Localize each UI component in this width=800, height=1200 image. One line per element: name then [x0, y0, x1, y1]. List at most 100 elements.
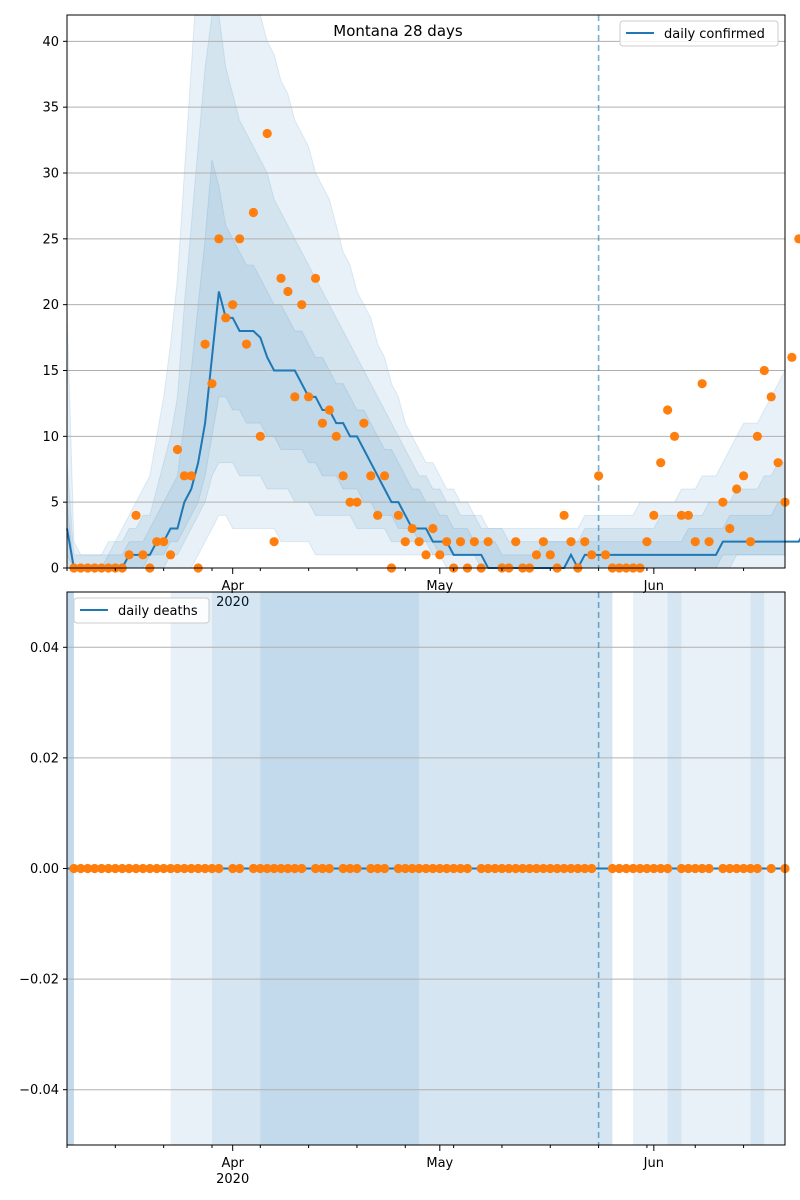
observed-confirmed-point [738, 471, 749, 481]
observed-deaths-point [145, 863, 155, 874]
observed-deaths-point [186, 863, 196, 874]
deaths-legend-box [73, 597, 210, 624]
observed-deaths-point [228, 863, 238, 874]
observed-deaths-point [172, 863, 183, 874]
y-tick-label: −0.02 [19, 973, 59, 988]
observed-deaths-point [90, 863, 100, 874]
observed-deaths-point [262, 863, 272, 874]
observed-deaths-point [269, 863, 279, 874]
observed-confirmed-point [469, 537, 479, 547]
observed-deaths-point [718, 863, 728, 874]
observed-deaths-point [483, 863, 493, 874]
observed-deaths-point [103, 863, 114, 874]
observed-deaths-point [649, 863, 659, 874]
observed-deaths-point [704, 863, 714, 874]
observed-confirmed-point [131, 510, 141, 520]
observed-deaths-point [455, 863, 466, 874]
observed-deaths-point [338, 863, 348, 874]
observed-deaths-point [511, 863, 521, 874]
observed-confirmed-point [511, 537, 521, 547]
observed-confirmed-point [421, 550, 431, 560]
observed-confirmed-point [669, 431, 680, 441]
y-tick-label: 35 [42, 101, 59, 116]
observed-confirmed-point [338, 471, 348, 481]
observed-deaths-point [683, 863, 693, 874]
observed-confirmed-point [373, 510, 383, 520]
observed-deaths-point [531, 863, 542, 874]
x-tick-label: May [426, 1156, 453, 1171]
observed-confirmed-point [221, 313, 231, 323]
observed-deaths-point [379, 863, 390, 874]
observed-confirmed-point [379, 471, 390, 481]
confirmed-legend: daily confirmed [619, 20, 779, 47]
x-tick-label: Jun [643, 1156, 664, 1171]
observed-deaths-point [124, 863, 134, 874]
observed-deaths-point [276, 863, 286, 874]
observed-deaths-point [131, 863, 141, 874]
observed-confirmed-point [200, 339, 210, 349]
observed-deaths-point [766, 863, 776, 874]
observed-confirmed-point [787, 352, 797, 362]
y-tick-label: 0.00 [30, 862, 59, 877]
y-tick-label: 0.02 [30, 751, 59, 766]
observed-deaths-point [524, 863, 535, 874]
observed-confirmed-point [759, 365, 769, 376]
observed-confirmed-point [697, 379, 707, 389]
x-tick-sublabel: 2020 [216, 1172, 249, 1187]
observed-confirmed-point [718, 497, 728, 507]
observed-deaths-point [476, 863, 486, 874]
observed-confirmed-point [642, 537, 652, 547]
observed-deaths-point [138, 863, 148, 874]
observed-deaths-point [745, 863, 756, 874]
y-tick-label: 20 [42, 298, 59, 313]
observed-confirmed-point [345, 497, 355, 507]
observed-deaths-point [110, 863, 120, 874]
observed-deaths-point [635, 863, 645, 874]
observed-deaths-point [159, 863, 169, 874]
x-tick-label: Apr [221, 1156, 244, 1171]
observed-confirmed-point [331, 431, 341, 441]
observed-confirmed-point [359, 418, 369, 428]
observed-confirmed-point [276, 273, 286, 283]
observed-deaths-point [310, 863, 321, 874]
observed-deaths-point [83, 863, 93, 874]
confirmed-legend-label: daily confirmed [664, 27, 765, 42]
observed-deaths-point [607, 863, 618, 874]
observed-deaths-point [552, 863, 562, 874]
y-tick-label: 0 [51, 562, 59, 577]
observed-confirmed-point [683, 510, 693, 520]
observed-confirmed-point [290, 392, 300, 402]
observed-confirmed-point [594, 471, 604, 481]
observed-confirmed-point [428, 523, 438, 534]
y-tick-label: 5 [51, 496, 59, 511]
observed-confirmed-point [124, 550, 134, 560]
observed-deaths-point [393, 863, 403, 874]
observed-deaths-point [573, 863, 583, 874]
observed-deaths-point [407, 863, 417, 874]
observed-confirmed-point [138, 550, 148, 560]
observed-confirmed-point [400, 537, 410, 547]
observed-deaths-point [317, 863, 328, 874]
observed-confirmed-point [235, 234, 245, 244]
observed-confirmed-point [580, 537, 590, 547]
observed-deaths-point [559, 863, 569, 874]
observed-deaths-point [697, 863, 707, 874]
observed-confirmed-point [773, 458, 783, 468]
observed-deaths-point [497, 863, 507, 874]
observed-confirmed-point [690, 537, 700, 547]
observed-confirmed-point [228, 300, 238, 310]
confirmed-legend-box [619, 20, 779, 47]
y-tick-label: 40 [42, 35, 59, 50]
observed-confirmed-point [269, 537, 279, 547]
observed-deaths-point [490, 863, 500, 874]
observed-deaths-point [518, 863, 528, 874]
observed-deaths-point [200, 863, 210, 874]
observed-confirmed-point [752, 431, 762, 441]
observed-confirmed-point [587, 550, 597, 560]
observed-confirmed-point [248, 207, 258, 218]
observed-deaths-point [449, 863, 459, 874]
observed-confirmed-point [241, 339, 252, 349]
observed-deaths-point [207, 863, 217, 874]
